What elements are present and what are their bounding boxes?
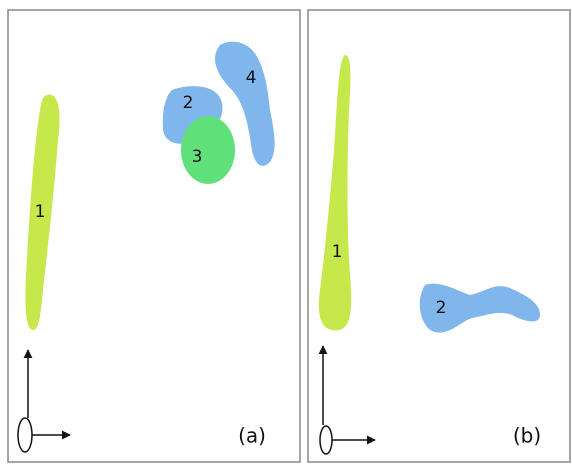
region-shape bbox=[181, 116, 235, 184]
region-label: 1 bbox=[332, 242, 343, 262]
region-label: 2 bbox=[436, 298, 447, 318]
region-label: 4 bbox=[246, 68, 257, 88]
panel-a: 1 2 3 4 (a) bbox=[8, 10, 300, 462]
region-label: 2 bbox=[183, 93, 194, 113]
panel-label: (a) bbox=[238, 424, 266, 448]
region-label: 3 bbox=[192, 147, 203, 167]
region-label: 1 bbox=[35, 202, 46, 222]
panel-label: (b) bbox=[513, 424, 541, 448]
panel-b: 1 2 (b) bbox=[308, 10, 570, 462]
figure: 1 2 3 4 (a) 1 2 (b) bbox=[0, 0, 572, 468]
